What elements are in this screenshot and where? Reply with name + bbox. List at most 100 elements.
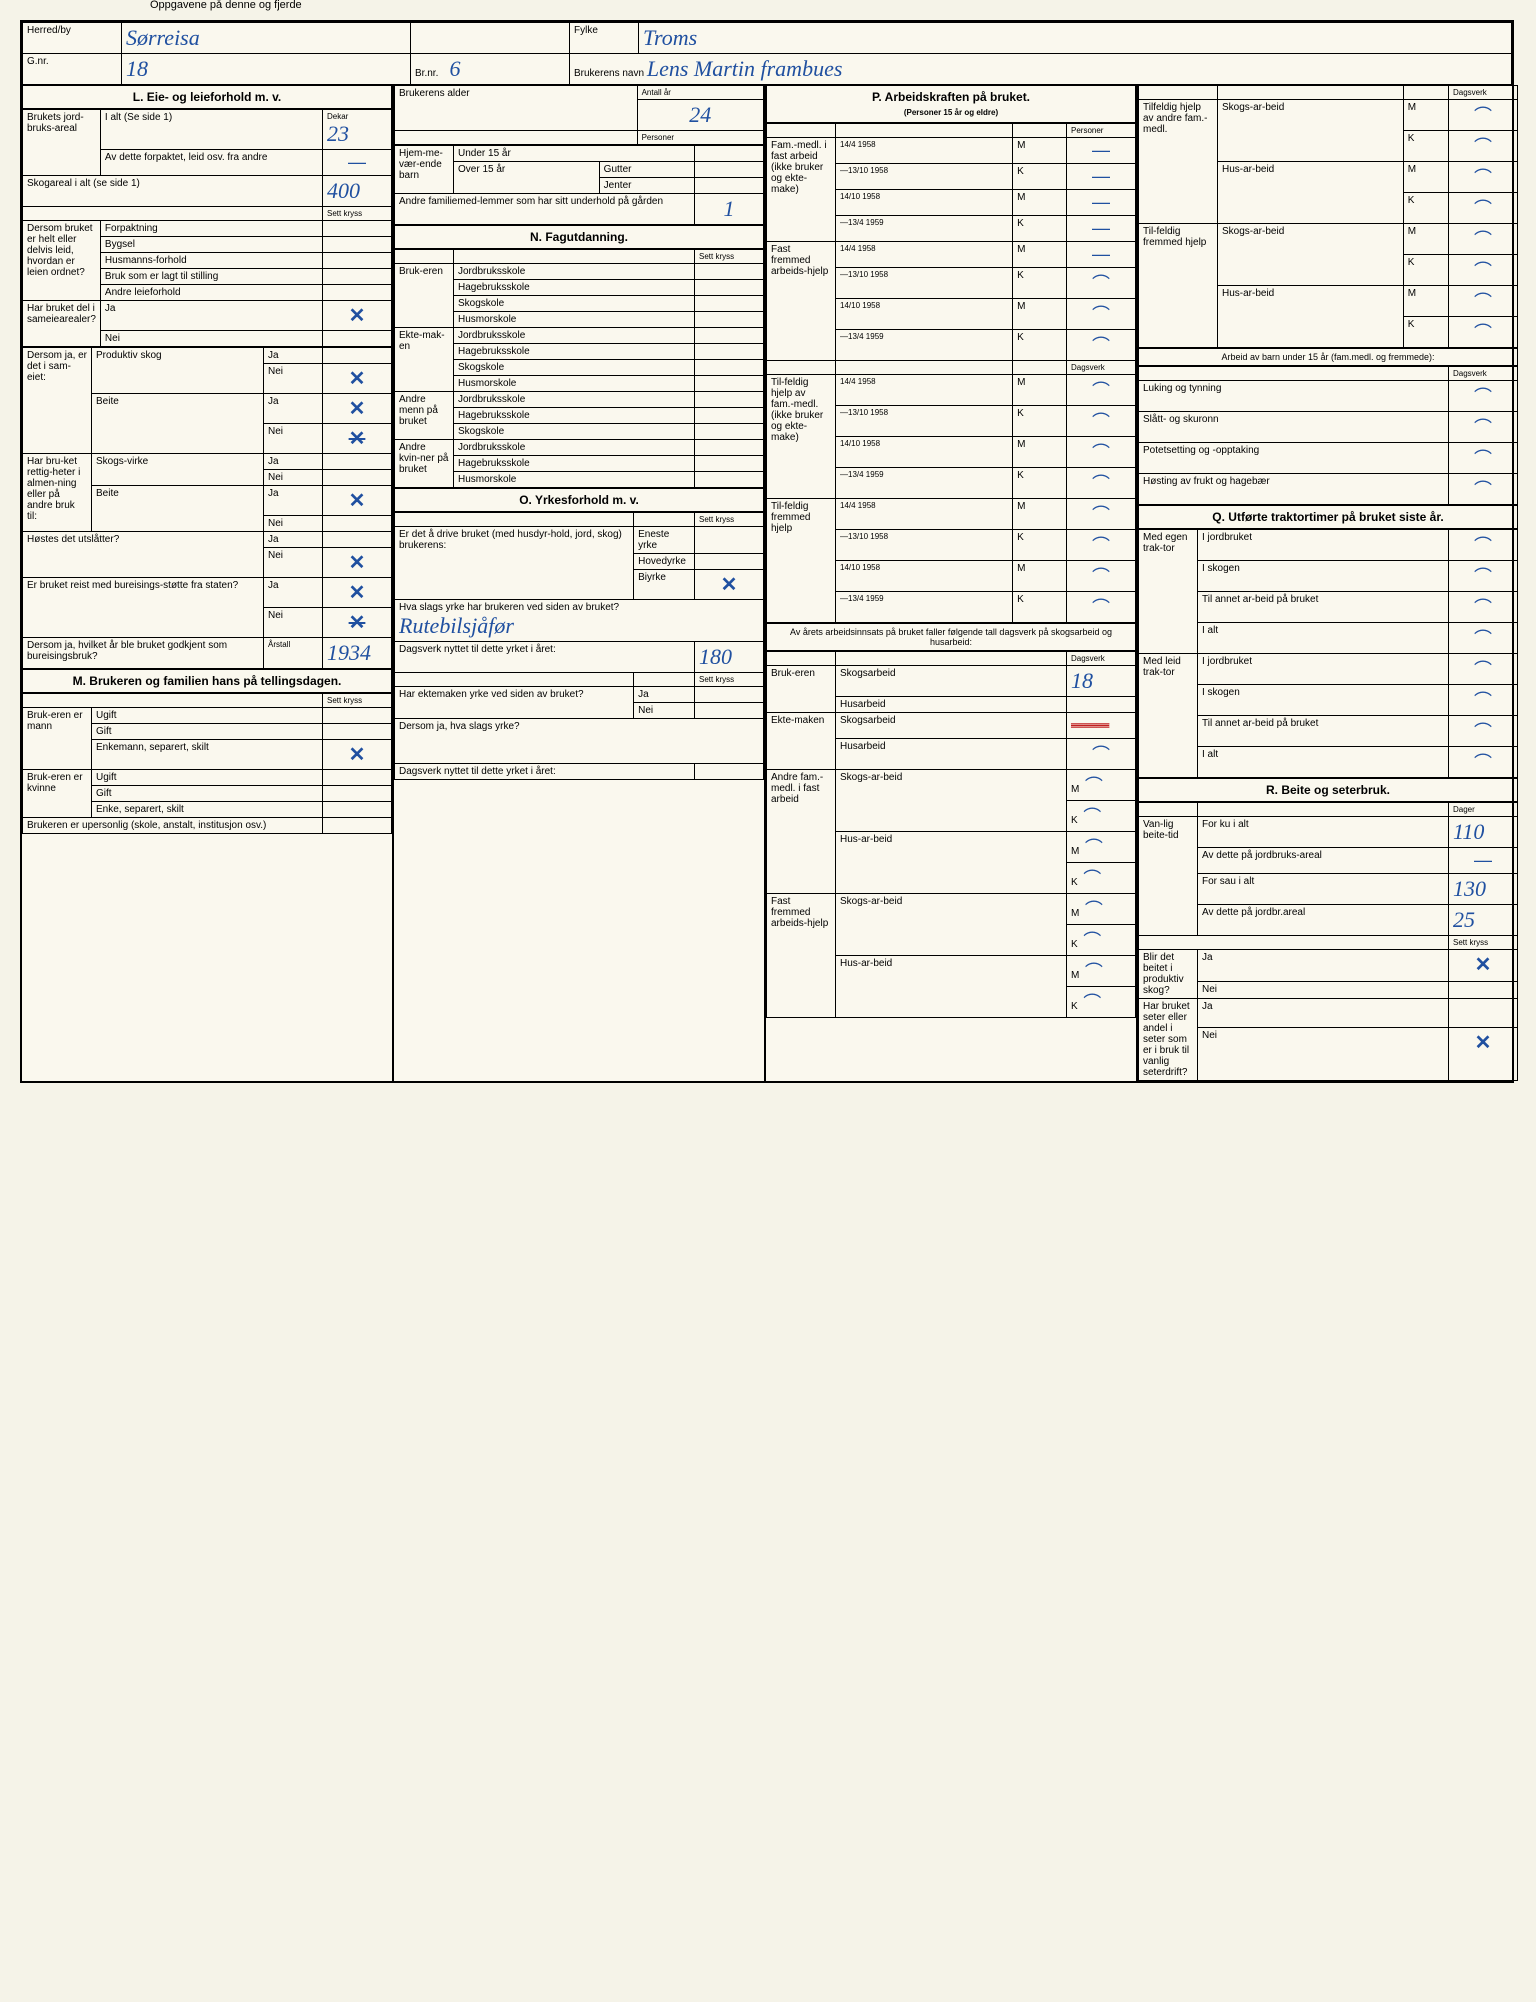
andre-val: 1 [695,194,764,225]
skogareal: Skogareal i alt (se side 1) [23,176,323,207]
p-d4d: —13/4 1959 [836,592,1013,623]
yrke-val: Rutebilsjåfør [399,613,759,639]
enkemann-x: ✕ [323,740,392,770]
p-K2: K [1013,216,1067,242]
nei-1: Nei [100,331,322,347]
for-ku: For ku i alt [1198,817,1449,848]
dagsverk-hdr3: Dagsverk [1449,86,1518,100]
P-right-table: Dagsverk Tilfeldig hjelp av andre fam.-m… [1138,85,1518,348]
p-K6: K [1013,468,1067,499]
bruker-value: Lens Martin frambues [647,56,843,81]
av-dette-jordbr: Av dette på jordbr.areal [1198,905,1449,936]
skogs-r1: Skogs-ar-beid [1218,100,1404,162]
p-M5: M [1013,375,1067,406]
N-andre-kvinner: Andre kvin-ner på bruket [395,440,454,488]
tilf-fam: Til-feldig hjelp av fam.-medl. (ikke bru… [767,375,836,499]
enke: Enke, separert, skilt [92,802,323,818]
hostes: Høstes det utslåtter? [23,532,264,578]
ja-o: Ja [634,687,695,703]
hosting: Høsting av frukt og hagebær [1139,474,1449,505]
ja-r: Ja [1198,950,1449,982]
dagsverk-ekt: Dagsverk nyttet til dette yrket i året: [395,764,695,780]
husarbeid-1: Husarbeid [836,697,1067,713]
dersom-bruket: Dersom bruket er helt eller delvis leid,… [23,221,101,301]
p-M1: M [1013,138,1067,164]
p-M4: M [1013,299,1067,330]
p-d3d: 14/10 1958 [836,561,1013,592]
p-d2d: —13/10 1958 [836,530,1013,561]
sett-kryss-r: Sett kryss [1449,936,1518,950]
forpaktning: Forpaktning [100,221,322,237]
q-annet2: Til annet ar-beid på bruket [1198,716,1449,747]
ja-5: Ja [264,486,323,516]
skogs-r2: Skogs-ar-beid [1218,224,1404,286]
blir-beitet: Blir det beitet i produktiv skog? [1139,950,1198,999]
har-ekt: Har ektemaken yrke ved siden av bruket? [395,687,634,719]
enkemann: Enkemann, separert, skilt [92,740,323,770]
p-K5: K [1013,406,1067,437]
dersom-ja: Dersom ja, er det i sam-eiet: [23,348,92,454]
skogsarbeid-3: Skogs-ar-beid [836,770,1067,832]
bruker-label: Brukerens navn [574,68,644,79]
alder-val: 24 [637,100,763,131]
arstall-label: Årstall [264,638,323,669]
ja-6: Ja [264,532,323,548]
av-arets: Av årets arbeidsinnsats på bruket faller… [766,623,1136,651]
fast-fremmed: Fast fremmed arbeids-hjelp [767,242,836,361]
p-K7: K [1013,530,1067,561]
K-r1: K [1403,131,1448,162]
hjemme-table: Hjem-me-vær-ende barnUnder 15 år Over 15… [394,145,764,225]
p-K8: K [1013,592,1067,623]
q-alt1: I alt [1198,623,1449,654]
i-alt: I alt (Se side 1) [100,110,322,150]
jordbruks-4: Jordbruksskole [454,440,695,456]
dagsverk-hdr: Dagsverk [1067,361,1136,375]
ugift-k: Ugift [92,770,323,786]
section-L-table: Brukets jord-bruks-areal I alt (Se side … [22,109,392,347]
p-d2c: —13/10 1958 [836,406,1013,437]
reist-ja-x: ✕ [323,578,392,608]
nei-r2: Nei [1198,1027,1449,1080]
for-sau-val: 130 [1449,874,1518,905]
hostes-nei-x: ✕ [323,548,392,578]
biyrke: Biyrke [634,570,695,600]
av-dette-jord: Av dette på jordbruks-areal [1198,848,1449,874]
K-r2: K [1403,193,1448,224]
hoved: Hovedyrke [634,554,695,570]
section-M-table: Sett kryss Bruk-eren er mannUgift Gift E… [22,693,392,834]
q-alt2: I alt [1198,747,1449,778]
skogskole-1: Skogskole [454,296,695,312]
P-andre-fam: Andre fam.-medl. i fast arbeid [767,770,836,894]
jordbruks-3: Jordbruksskole [454,392,695,408]
p-d4c: —13/4 1959 [836,468,1013,499]
upersonlig: Brukeren er upersonlig (skole, anstalt, … [23,818,323,834]
p-d3b: 14/10 1958 [836,299,1013,330]
dagsverk-nyttet: Dagsverk nyttet til dette yrket i året: [395,642,695,673]
section-N-table: Sett kryss Bruk-erenJordbruksskole Hageb… [394,249,764,488]
husarbeid-4: Hus-ar-beid [836,956,1067,1018]
hagebruks-1: Hagebruksskole [454,280,695,296]
K-r3: K [1403,255,1448,286]
M-r1: M [1403,100,1448,131]
K-r4: K [1403,317,1448,348]
for-sau: For sau i alt [1198,874,1449,905]
husarbeid-3: Hus-ar-beid [836,832,1067,894]
section-Q-table: Med egen trak-torI jordbruket⌒ I skogen⌒… [1138,529,1518,778]
P-dagsverk-table: Dagsverk Bruk-erenSkogsarbeid18 Husarbei… [766,651,1136,1018]
mid-table: Brukerens alderAntall år 24 Personer [394,85,764,145]
personer-p: Personer [1067,124,1136,138]
q-annet1: Til annet ar-beid på bruket [1198,592,1449,623]
section-L-title: L. Eie- og leieforhold m. v. [22,85,392,109]
skogskole-3: Skogskole [454,424,695,440]
vanlig-beite: Van-lig beite-tid [1139,817,1198,936]
p-d1: 14/4 1958 [836,138,1013,164]
luking: Luking og tynning [1139,381,1449,412]
sett-kryss-n: Sett kryss [695,250,764,264]
dersom-hva: Dersom ja, hva slags yrke? [395,719,764,764]
bruk-alder: Brukerens alder [395,86,638,131]
hagebruks-2: Hagebruksskole [454,344,695,360]
er-reist: Er bruket reist med bureisings-støtte fr… [23,578,264,638]
sett-kryss-1: Sett kryss [323,207,392,221]
p-M6: M [1013,437,1067,468]
skogskole-2: Skogskole [454,360,695,376]
